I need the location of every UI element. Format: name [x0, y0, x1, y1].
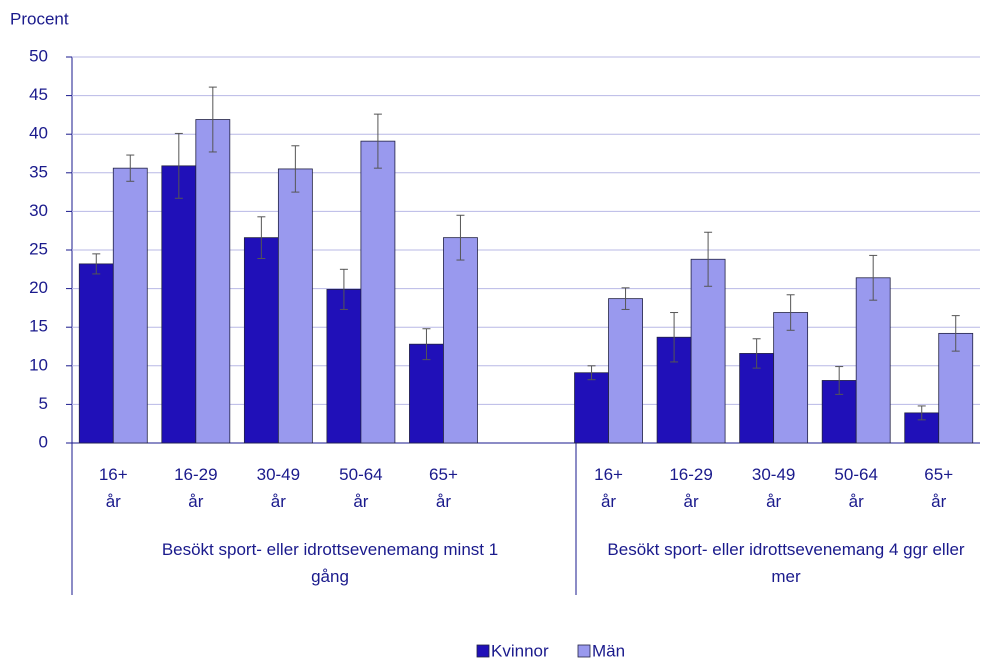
legend-swatch	[577, 644, 591, 658]
legend-label: Män	[592, 641, 625, 660]
x-tick-label: 65+ år	[924, 465, 954, 511]
bar	[443, 237, 478, 444]
bar	[360, 140, 396, 444]
y-tick-label: 5	[39, 394, 48, 413]
legend-swatch	[476, 644, 490, 658]
bar	[574, 372, 609, 444]
bar	[78, 263, 114, 444]
x-tick-label: 16+ år	[594, 465, 623, 511]
y-tick-label: 35	[29, 162, 48, 181]
y-tick-label: 10	[29, 355, 48, 374]
bar	[608, 298, 643, 444]
y-tick-label: 50	[29, 46, 48, 65]
bar	[195, 119, 231, 444]
bar	[773, 312, 809, 444]
bar	[112, 167, 148, 444]
y-tick-label: 30	[29, 201, 48, 220]
bar	[855, 277, 891, 444]
legend-label: Kvinnor	[491, 641, 549, 660]
bar	[277, 168, 313, 444]
y-tick-label: 15	[29, 317, 48, 336]
bar	[409, 343, 444, 444]
y-tick-label: 40	[29, 124, 48, 143]
x-tick-label: 16-29 år	[174, 465, 218, 511]
y-axis-label: Procent	[10, 9, 69, 28]
y-tick-label: 0	[39, 432, 48, 451]
x-tick-label: 16+ år	[98, 465, 128, 511]
bar	[243, 237, 279, 444]
y-tick-label: 25	[29, 239, 48, 258]
x-tick-label: 50-64 år	[339, 465, 383, 511]
bar	[326, 288, 362, 444]
x-tick-label: 65+ år	[429, 465, 458, 511]
y-tick-label: 45	[29, 85, 48, 104]
bar	[161, 165, 197, 444]
x-tick-label: 16-29 år	[669, 465, 713, 511]
x-tick-label: 50-64 år	[834, 465, 878, 511]
bar	[690, 258, 726, 444]
group-label: Besökt sport- eller idrottsevenemang min…	[161, 540, 499, 586]
y-tick-label: 20	[29, 278, 48, 297]
group-label: Besökt sport- eller idrottsevenemang 4 g…	[607, 540, 965, 586]
bar	[938, 332, 974, 444]
x-tick-label: 30-49 år	[256, 465, 301, 511]
x-tick-label: 30-49 år	[751, 465, 796, 511]
